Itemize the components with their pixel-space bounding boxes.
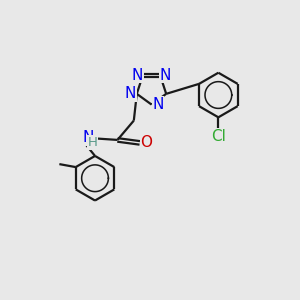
Text: H: H — [88, 136, 98, 149]
Text: Cl: Cl — [211, 129, 226, 144]
Text: N: N — [152, 97, 164, 112]
Text: N: N — [82, 130, 93, 145]
Text: N: N — [160, 68, 171, 82]
Text: N: N — [124, 86, 136, 101]
Text: O: O — [140, 135, 152, 150]
Text: N: N — [132, 68, 143, 82]
